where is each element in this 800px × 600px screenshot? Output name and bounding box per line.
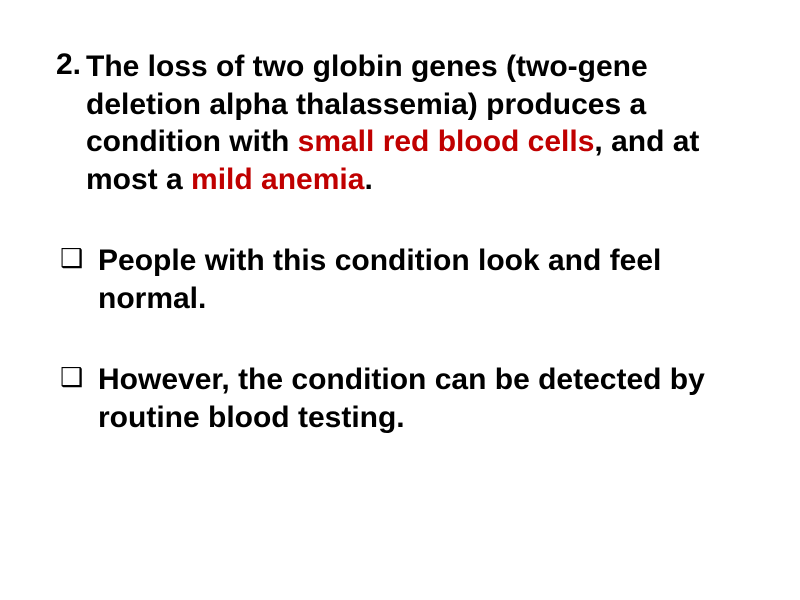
slide-content: 2. The loss of two globin genes (two-gen… <box>56 48 744 560</box>
square-bullet-icon: ❑ <box>56 361 98 394</box>
text-span-highlight: small red blood cells <box>298 125 595 158</box>
list-item: ❑ People with this condition look and fe… <box>56 242 744 317</box>
text-span: . <box>364 163 372 196</box>
list-item: ❑ However, the condition can be detected… <box>56 361 744 436</box>
square-bullet-icon: ❑ <box>56 242 98 275</box>
text-span-highlight: mild anemia <box>191 163 364 196</box>
item-text: People with this condition look and feel… <box>98 242 744 317</box>
list-item: 2. The loss of two globin genes (two-gen… <box>56 48 744 198</box>
item-text: The loss of two globin genes (two-gene d… <box>86 48 744 198</box>
item-number-marker: 2. <box>56 48 86 82</box>
text-span: People with this condition look and feel… <box>98 244 661 315</box>
text-span: However, the condition can be detected b… <box>98 363 705 434</box>
item-text: However, the condition can be detected b… <box>98 361 744 436</box>
